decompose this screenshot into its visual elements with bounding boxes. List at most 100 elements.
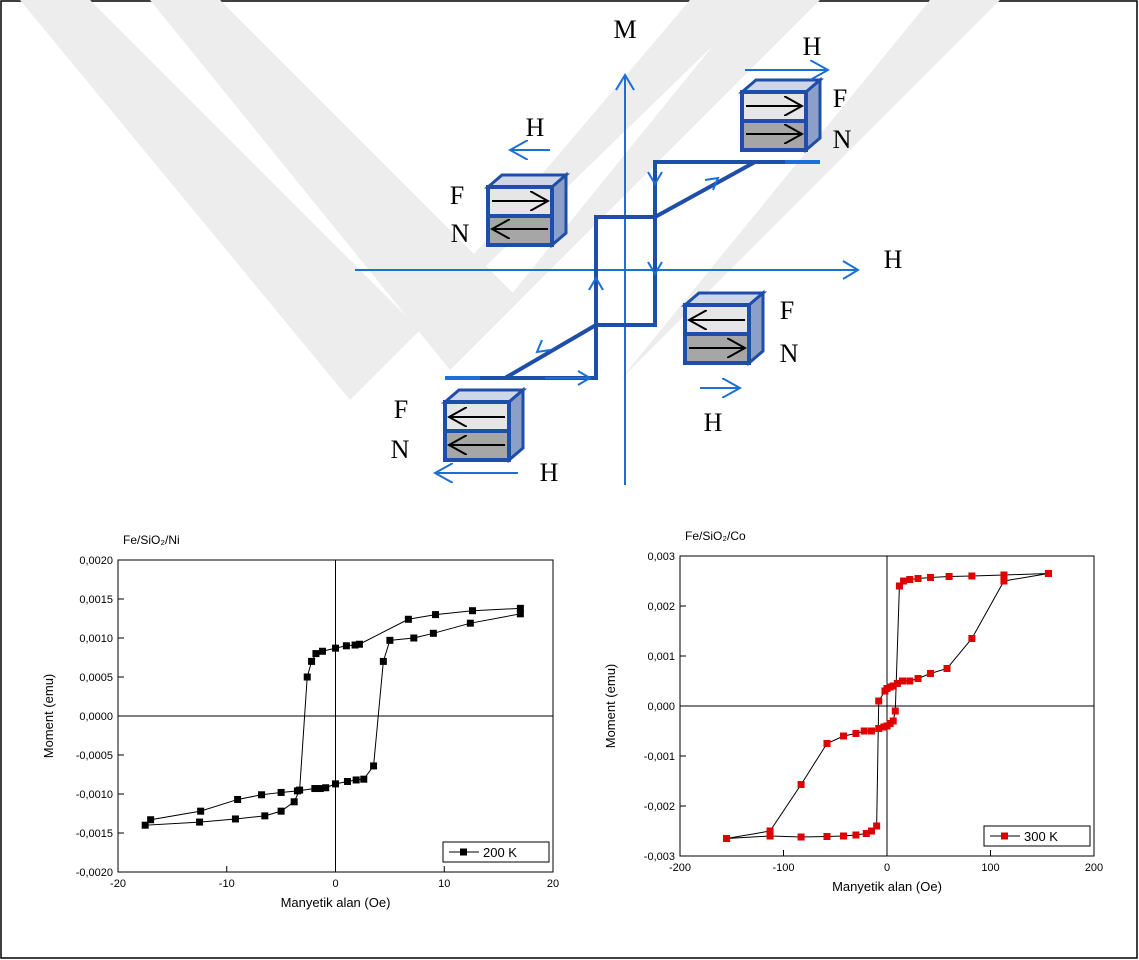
point: [852, 831, 860, 839]
point: [261, 812, 269, 820]
point: [926, 670, 934, 677]
point: [342, 642, 350, 650]
x-tick-label: 20: [547, 878, 559, 890]
x-axis-title: Manyetik alan (Oe): [281, 895, 391, 910]
y-tick-label: -0,0005: [76, 750, 113, 762]
diagram: M H: [355, 15, 903, 487]
point: [316, 785, 324, 793]
y-tick-label: 0,002: [647, 601, 675, 613]
point: [906, 677, 914, 685]
y-tick-label: 0,000: [647, 701, 675, 713]
point: [343, 778, 351, 786]
point: [914, 575, 922, 582]
x-tick-label: 100: [981, 862, 999, 874]
point: [968, 572, 976, 580]
point: [410, 634, 418, 642]
y-tick-label: -0,0020: [76, 867, 113, 879]
y-axis-title: Moment (emu): [603, 664, 618, 749]
point: [926, 574, 934, 581]
point: [141, 821, 149, 829]
point: [875, 725, 883, 732]
y-tick-label: 0,0015: [79, 594, 113, 606]
y-tick-label: -0,0010: [76, 789, 113, 801]
point: [895, 582, 903, 590]
point: [258, 791, 266, 799]
watermark: [20, 0, 1000, 400]
x-tick-label: 10: [438, 878, 450, 890]
point: [867, 827, 875, 835]
x-tick-label: -10: [219, 878, 235, 890]
legend-label: 200 K: [483, 845, 517, 860]
spin-arrows: [443, 78, 822, 462]
layer-label: F: [450, 181, 464, 210]
point: [860, 727, 868, 735]
point: [351, 641, 359, 649]
y-tick-label: 0,0020: [79, 555, 113, 567]
point: [899, 677, 907, 685]
point: [852, 730, 860, 737]
point: [900, 577, 908, 585]
x-tick-label: -200: [669, 862, 691, 874]
point: [723, 835, 731, 842]
axis-label: M: [613, 15, 636, 44]
x-tick-label: -20: [110, 878, 126, 890]
x-tick-label: 200: [1085, 862, 1103, 874]
field-label: H: [526, 113, 545, 142]
layer-label: F: [780, 296, 794, 325]
point: [277, 788, 285, 796]
y-tick-label: -0,0015: [76, 828, 113, 840]
point: [312, 650, 320, 658]
point: [943, 665, 951, 672]
legend-marker: [1001, 832, 1008, 840]
legend-box: [442, 841, 550, 863]
y-tick-label: 0,0005: [79, 672, 113, 684]
arrow-head: [842, 260, 860, 280]
layer-label: N: [451, 219, 470, 248]
layer-label: N: [391, 435, 410, 464]
point: [197, 807, 205, 815]
legend-marker: [460, 848, 467, 856]
point: [893, 680, 901, 687]
point: [823, 833, 831, 840]
point: [945, 573, 953, 580]
y-tick-label: 0,0000: [79, 711, 113, 723]
point: [840, 832, 848, 840]
point: [766, 827, 774, 835]
field-label: H: [803, 32, 822, 61]
point: [766, 832, 774, 840]
point: [466, 619, 474, 627]
point: [360, 775, 368, 783]
point: [873, 822, 881, 830]
point: [469, 607, 477, 615]
y-tick-label: 0,0010: [79, 633, 113, 645]
point: [147, 816, 155, 824]
point: [355, 640, 363, 648]
point: [889, 682, 897, 690]
point: [867, 727, 875, 735]
point: [875, 697, 883, 705]
point: [196, 818, 204, 826]
chart-title: Fe/SiO₂/Ni: [123, 533, 180, 547]
point: [891, 707, 899, 715]
layer-label: F: [833, 84, 847, 113]
point: [379, 657, 387, 665]
point: [322, 784, 330, 792]
y-tick-label: -0,001: [644, 751, 675, 763]
point: [234, 795, 242, 803]
field-label: H: [540, 458, 559, 487]
layer-label: N: [780, 339, 799, 368]
point: [914, 675, 922, 682]
legend-label: 300 K: [1024, 829, 1058, 844]
point: [516, 610, 524, 618]
point: [1044, 570, 1052, 577]
y-tick-label: -0,002: [644, 801, 675, 813]
point: [293, 787, 301, 795]
field-arrows: [435, 70, 828, 473]
legend-box: [983, 825, 1091, 847]
point: [311, 785, 319, 793]
y-tick-label: -0,003: [644, 851, 675, 863]
point: [1000, 571, 1008, 579]
point: [290, 798, 298, 806]
chart: -20 -10 0 10 20 -0,0020 -0,0015 -0,0010 -0,0005 0…: [41, 533, 559, 910]
field-label: H: [704, 408, 723, 437]
